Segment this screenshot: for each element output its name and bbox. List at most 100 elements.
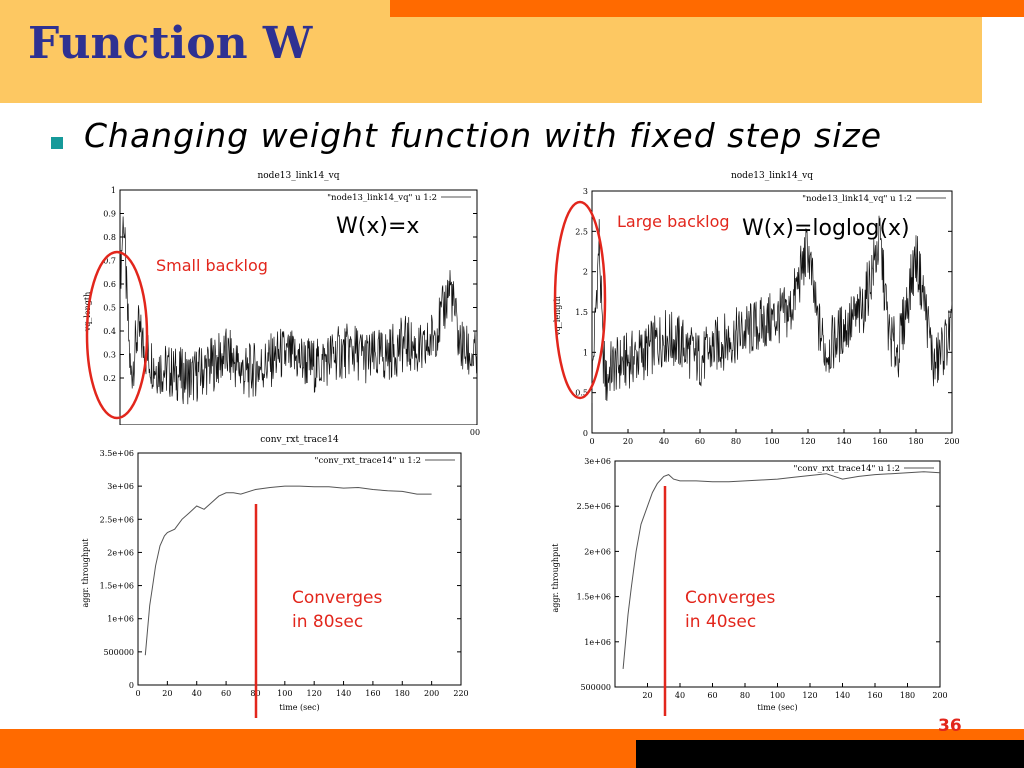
y-tick-label: 0.5 xyxy=(103,304,116,313)
y-tick-label: 1.5 xyxy=(575,308,588,317)
legend-label: "node13_link14_vq" u 1:2 xyxy=(327,193,437,203)
y-axis-label: aggr. throughput xyxy=(81,538,90,608)
y-tick-label: 2e+06 xyxy=(107,548,134,557)
x-tick-label: 0 xyxy=(135,689,140,698)
legend-label: "conv_rxt_trace14" u 1:2 xyxy=(794,464,900,474)
y-axis-label: vq_length xyxy=(553,296,562,337)
converges-right-line2: in 40sec xyxy=(685,612,757,632)
y-tick-label: 1 xyxy=(111,186,116,195)
large-backlog-ellipse xyxy=(553,200,607,400)
y-tick-label: 0.5 xyxy=(575,389,588,398)
x-tick-label: 140 xyxy=(836,437,851,446)
y-tick-label: 2e+06 xyxy=(584,547,611,556)
chart-vq-w-loglog: node13_link14_vq "node13_link14_vq" u 1:2… xyxy=(553,171,960,446)
chart-throughput-left: conv_rxt_trace14 "conv_rxt_trace14" u 1:2… xyxy=(81,435,469,712)
series-line xyxy=(144,485,432,656)
x-tick-label: 40 xyxy=(192,689,202,698)
x-tick-label: 160 xyxy=(867,691,882,700)
y-tick-label: 3.5e+06 xyxy=(100,449,134,458)
y-tick-label: 0.7 xyxy=(103,257,116,266)
footer-orange-strip xyxy=(636,729,1024,740)
y-tick-label: 2.5e+06 xyxy=(577,502,611,511)
y-tick-label: 1e+06 xyxy=(584,638,611,647)
chart-title: conv_rxt_trace14 xyxy=(260,435,339,445)
y-tick-label: 0 xyxy=(583,429,588,438)
x-tick-label: 0 xyxy=(589,437,594,446)
x-tick-label: 200 xyxy=(944,437,959,446)
series-line xyxy=(622,471,941,669)
page-number: 36 xyxy=(938,716,962,736)
chart-throughput-right: "conv_rxt_trace14" u 1:2 500000 1e+06 1.5e+… xyxy=(551,457,948,712)
x-tick-label: 00 xyxy=(470,428,480,437)
footer-orange-bar xyxy=(0,729,732,768)
y-tick-label: 0.8 xyxy=(103,233,116,242)
legend-label: "node13_link14_vq" u 1:2 xyxy=(802,194,912,204)
y-tick-label: 0 xyxy=(129,681,134,690)
y-tick-label: 2.5e+06 xyxy=(100,515,134,524)
y-tick-label: 3 xyxy=(583,187,588,196)
small-backlog-label: Small backlog xyxy=(156,256,268,275)
y-tick-label: 0.9 xyxy=(103,210,116,219)
y-tick-label: 500000 xyxy=(580,683,611,692)
x-tick-label: 120 xyxy=(800,437,815,446)
y-axis-label: aggr. throughput xyxy=(551,543,560,613)
series-line xyxy=(119,216,478,405)
y-tick-label: 1 xyxy=(583,348,588,357)
x-tick-label: 160 xyxy=(365,689,380,698)
y-tick-label: 3e+06 xyxy=(584,457,611,466)
x-axis-label: time (sec) xyxy=(279,703,319,712)
x-tick-label: 40 xyxy=(675,691,685,700)
chart-title: node13_link14_vq xyxy=(257,171,339,181)
y-tick-label: 1e+06 xyxy=(107,615,134,624)
x-tick-label: 220 xyxy=(453,689,468,698)
top-accent-bar xyxy=(390,0,1024,17)
x-tick-label: 40 xyxy=(659,437,669,446)
slide-title: Function W xyxy=(28,18,313,69)
x-tick-label: 180 xyxy=(395,689,410,698)
x-tick-label: 140 xyxy=(835,691,850,700)
x-tick-label: 200 xyxy=(424,689,439,698)
chart-vq-w-linear: node13_link14_vq "node13_link14_vq" u 1:2… xyxy=(83,171,483,437)
x-axis-label: time (sec) xyxy=(757,703,797,712)
x-tick-label: 20 xyxy=(162,689,172,698)
large-backlog-label: Large backlog xyxy=(617,212,730,231)
x-tick-label: 180 xyxy=(908,437,923,446)
bullet-square-icon xyxy=(51,137,63,149)
x-tick-label: 100 xyxy=(764,437,779,446)
converges-left-line1: Converges xyxy=(292,588,383,608)
x-tick-label: 20 xyxy=(623,437,633,446)
y-tick-label: 0.3 xyxy=(103,351,116,360)
y-tick-label: 2 xyxy=(583,268,588,277)
legend-label: "conv_rxt_trace14" u 1:2 xyxy=(315,456,421,466)
x-tick-label: 120 xyxy=(802,691,817,700)
y-tick-label: 1.5e+06 xyxy=(100,582,134,591)
bullet-text: Changing weight function with fixed step… xyxy=(84,116,883,155)
y-tick-label: 0.2 xyxy=(103,374,116,383)
y-tick-label: 0.4 xyxy=(103,327,116,336)
y-tick-label: 3e+06 xyxy=(107,482,134,491)
x-tick-label: 80 xyxy=(731,437,741,446)
small-backlog-ellipse xyxy=(85,250,149,420)
x-tick-label: 80 xyxy=(740,691,750,700)
converges-right-line1: Converges xyxy=(685,588,776,608)
y-tick-label: 2.5 xyxy=(575,227,588,236)
footer-black-bar xyxy=(636,740,1024,768)
x-tick-label: 200 xyxy=(932,691,947,700)
plot-bottom-mask xyxy=(116,425,483,429)
x-tick-label: 100 xyxy=(277,689,292,698)
title-band xyxy=(0,0,982,103)
x-tick-label: 20 xyxy=(642,691,652,700)
y-tick-label: 500000 xyxy=(103,648,134,657)
x-tick-label: 60 xyxy=(221,689,231,698)
x-tick-label: 60 xyxy=(695,437,705,446)
w-linear-label: W(x)=x xyxy=(336,214,420,239)
w-loglog-label: W(x)=loglog(x) xyxy=(742,216,910,241)
x-tick-label: 140 xyxy=(336,689,351,698)
y-tick-label: 1.5e+06 xyxy=(577,593,611,602)
converges-left-line2: in 80sec xyxy=(292,612,364,632)
x-tick-label: 120 xyxy=(307,689,322,698)
x-tick-label: 160 xyxy=(872,437,887,446)
plot-frame xyxy=(137,452,462,686)
x-tick-label: 60 xyxy=(707,691,717,700)
y-tick-label: 0.6 xyxy=(103,280,116,289)
